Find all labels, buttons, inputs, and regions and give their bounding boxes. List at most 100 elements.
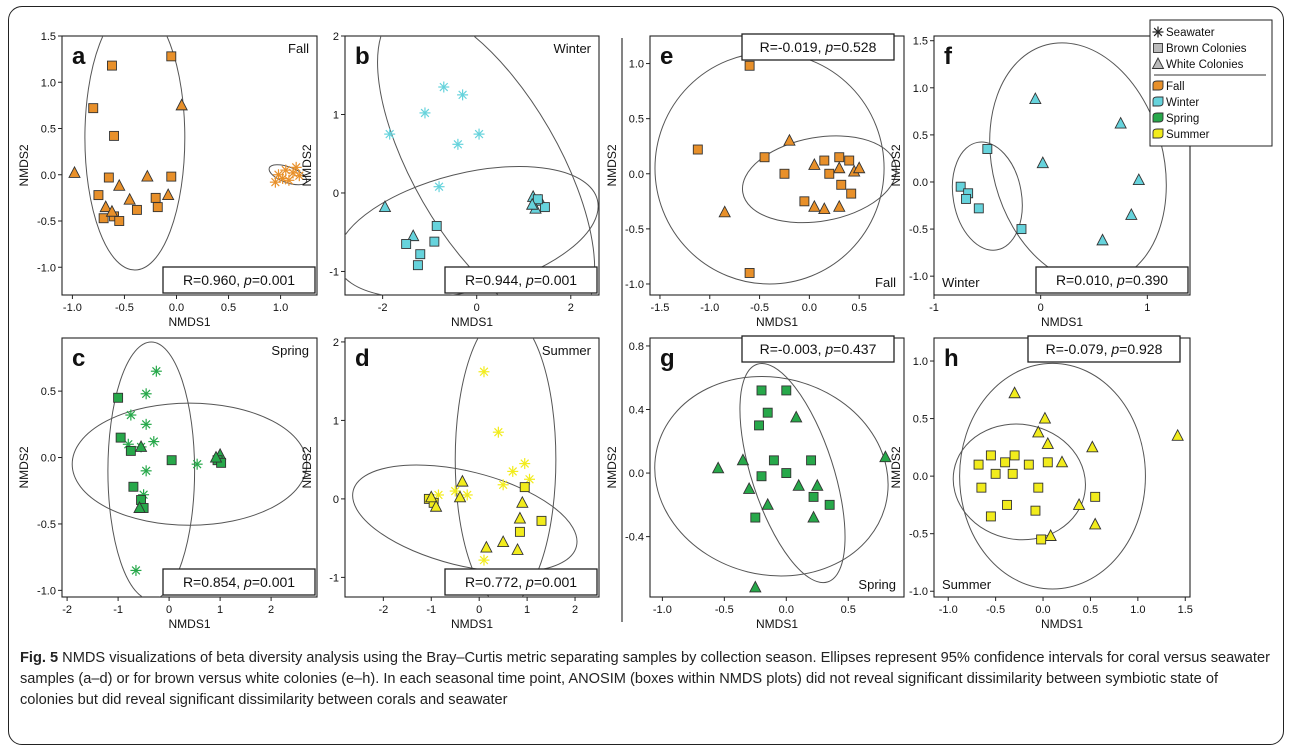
legend-swatch	[1152, 128, 1164, 139]
data-point-square	[844, 155, 855, 166]
data-point-triangle	[1072, 497, 1086, 510]
data-point-triangle	[736, 453, 750, 466]
x-axis-label: NMDS1	[756, 617, 798, 631]
anosim-stat-text: R=0.960, p=0.001	[183, 272, 295, 288]
panel-letter: h	[944, 345, 959, 372]
y-tick-label: 1.0	[913, 356, 928, 368]
data-point-square	[1009, 450, 1020, 461]
data-point-triangle	[1038, 411, 1052, 424]
y-axis-label: NMDS2	[605, 144, 619, 186]
y-tick-label: 1	[333, 415, 339, 427]
y-tick-label: 1.5	[913, 36, 928, 48]
x-tick-label: 0.0	[1035, 604, 1050, 616]
data-point-square	[98, 213, 109, 224]
y-tick-label: -0.5	[909, 529, 928, 541]
plot-area-c	[61, 337, 318, 598]
y-tick-label: -0.5	[37, 216, 56, 228]
confidence-ellipse	[454, 338, 557, 597]
data-point-square	[1023, 459, 1034, 470]
confidence-ellipse	[741, 135, 897, 224]
x-tick-label: 1	[1144, 302, 1150, 314]
data-point-triangle	[808, 199, 821, 212]
x-tick-label: -0.5	[750, 302, 769, 314]
confidence-ellipse	[352, 464, 578, 573]
data-point-square	[113, 392, 124, 403]
x-tick-label: 0	[1038, 302, 1044, 314]
data-point-triangle	[1114, 116, 1127, 129]
x-tick-label: -0.5	[986, 604, 1005, 616]
panel-c: -2 -1 0 1 2 -1.0 -0.5 0.0 0.5 NMDS1 NMDS2 c Spring R=…	[17, 337, 318, 631]
confidence-ellipse	[959, 362, 1146, 590]
data-point-square	[982, 144, 993, 154]
anosim-stat-text: R=0.854, p=0.001	[183, 574, 295, 590]
data-point-asterisk	[438, 81, 450, 93]
data-point-triangle	[105, 204, 119, 217]
data-point-square	[536, 515, 547, 526]
data-point-square	[166, 455, 177, 466]
data-point-triangle	[525, 197, 539, 210]
data-point-asterisk	[125, 409, 137, 421]
data-point-square	[762, 407, 773, 418]
season-label: Fall	[875, 275, 896, 290]
anosim-stat-text: R=0.944, p=0.001	[465, 272, 577, 288]
data-point-triangle	[141, 169, 154, 182]
data-point-asterisk	[269, 176, 281, 188]
data-point-square	[1000, 457, 1011, 468]
data-point-triangle	[1096, 233, 1109, 246]
anosim-stat-box: R=0.944, p=0.001	[444, 266, 598, 294]
data-point-asterisk	[384, 128, 396, 140]
data-point-square	[150, 192, 161, 203]
data-point-asterisk	[150, 365, 162, 377]
data-point-triangle	[833, 161, 846, 174]
y-tick-label: 1.0	[629, 59, 644, 71]
data-point-triangle	[808, 157, 821, 170]
data-point-triangle	[511, 542, 524, 555]
y-tick-label: 0.5	[41, 124, 56, 136]
data-point-asterisk	[140, 418, 152, 430]
data-point-triangle	[480, 540, 493, 553]
y-tick-label: 0.0	[41, 170, 56, 182]
data-point-asterisk	[461, 489, 473, 501]
legend-item-summer: Summer	[1152, 128, 1210, 141]
plot-area-h	[933, 337, 1191, 598]
x-axis-label: NMDS1	[1041, 315, 1083, 329]
legend-marker-asterisk	[1152, 26, 1164, 38]
data-point-square	[519, 482, 530, 493]
data-point-triangle	[378, 200, 392, 213]
legend-label: Seawater	[1166, 27, 1215, 39]
y-axis-label: NMDS2	[605, 446, 619, 488]
data-point-triangle	[406, 229, 420, 242]
legend-label: Spring	[1166, 113, 1199, 125]
data-point-triangle	[1086, 440, 1099, 453]
data-point-square	[1042, 457, 1053, 468]
anosim-stat-box: R=-0.003, p=0.437	[741, 335, 895, 363]
data-point-square	[514, 526, 525, 537]
x-tick-label: 0.0	[169, 302, 184, 314]
data-point-asterisk	[457, 89, 469, 101]
legend-box	[1149, 19, 1273, 147]
x-axis-label: NMDS1	[451, 617, 493, 631]
anosim-stat-text: R=0.010, p=0.390	[1056, 272, 1168, 288]
data-point-asterisk	[148, 436, 160, 448]
confidence-ellipse	[268, 164, 308, 186]
panel-g: -1.0 -0.5 0.0 0.5 -0.4 0.0 0.4 0.8 NMDS1 NMDS2 g Sp…	[605, 335, 905, 631]
data-point-square	[401, 239, 412, 249]
data-point-square	[781, 468, 792, 479]
y-tick-label: -1	[329, 266, 339, 278]
data-point-asterisk	[130, 564, 142, 576]
data-point-triangle	[783, 133, 796, 146]
y-axis-label: NMDS2	[300, 446, 314, 488]
data-point-triangle	[818, 202, 831, 214]
data-point-square	[103, 172, 114, 183]
data-point-square	[532, 194, 543, 205]
data-point-asterisk	[191, 458, 203, 470]
data-point-asterisk	[452, 138, 464, 150]
y-tick-label: 0.0	[41, 453, 56, 465]
anosim-stat-text: R=-0.003, p=0.437	[760, 341, 877, 357]
panel-d: -2 -1 0 1 2 -1 0 1 2 NMDS1 NMDS2 d Summer R=0.772, p=…	[300, 337, 600, 631]
anosim-stat-text: R=0.772, p=0.001	[465, 574, 577, 590]
y-tick-label: -1.0	[37, 585, 56, 597]
x-tick-label: 2	[568, 302, 574, 314]
legend-item-triangle: White Colonies	[1151, 57, 1244, 71]
season-label: Summer	[942, 577, 992, 592]
